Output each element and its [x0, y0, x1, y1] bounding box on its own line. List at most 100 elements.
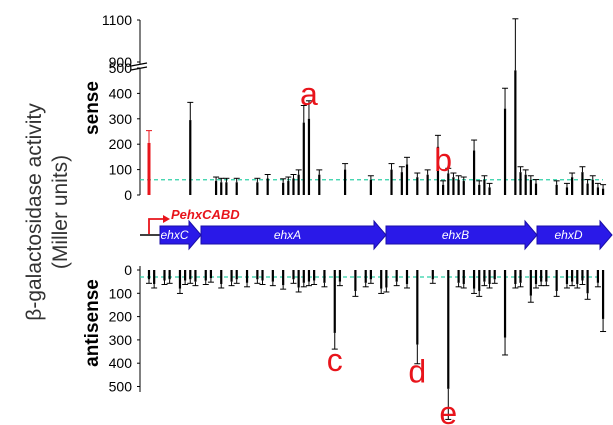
antisense-bar	[354, 270, 357, 291]
sense-bar	[235, 182, 238, 195]
sense-bar	[405, 164, 409, 195]
sense-annotation: b	[434, 142, 452, 178]
sense-tick-label: 300	[109, 111, 133, 127]
promoter-arrowhead	[163, 215, 170, 223]
antisense-bar	[472, 270, 476, 289]
antisense-bar	[313, 270, 316, 281]
antisense-bar	[261, 270, 264, 281]
antisense-bar	[230, 270, 233, 282]
antisense-bar	[297, 270, 300, 288]
antisense-bar	[184, 270, 187, 281]
sense-bar	[266, 178, 269, 195]
antisense-bar	[178, 270, 182, 289]
antisense-bar	[581, 270, 584, 281]
sense-bar	[483, 179, 486, 195]
antisense-bar	[364, 270, 367, 283]
sense-bar	[214, 181, 218, 195]
antisense-bar	[395, 270, 398, 282]
antisense-bar	[302, 270, 305, 283]
antisense-bar	[601, 270, 605, 319]
sense-panel-label: sense	[82, 81, 103, 135]
sense-bar	[297, 174, 300, 195]
antisense-bar	[514, 270, 517, 284]
sense-bar	[369, 179, 372, 195]
antisense-bar	[163, 270, 166, 281]
sense-bar	[488, 187, 491, 195]
gene-label: ehxA	[274, 228, 301, 242]
gene-map: PehxCABD ehxC ehxA ehxB ehxD	[140, 207, 613, 251]
sense-bar	[472, 150, 476, 195]
sense-bar	[586, 183, 589, 195]
sense-bar	[519, 172, 522, 195]
sense-bar	[282, 182, 285, 195]
sense-bar	[565, 187, 569, 195]
antisense-bar	[493, 270, 496, 280]
sense-tick-label: 200	[109, 136, 133, 152]
antisense-bar	[462, 270, 465, 284]
sense-bar	[307, 118, 311, 195]
sense-tick-label: 0	[124, 187, 132, 203]
antisense-bar	[540, 270, 543, 282]
sense-bar	[189, 120, 192, 195]
antisense-bar	[333, 270, 336, 333]
sense-bar	[220, 182, 223, 195]
sense-bar	[426, 174, 429, 195]
sense-bar	[601, 188, 605, 195]
antisense-bar	[519, 270, 522, 283]
antisense-bar	[385, 270, 388, 288]
gene-arrow	[385, 219, 538, 251]
sense-annotation: a	[300, 76, 318, 112]
sense-bar	[571, 177, 574, 195]
antisense-bar	[209, 270, 213, 279]
antisense-bar	[271, 270, 274, 282]
antisense-bar	[545, 270, 548, 282]
sense-bar	[462, 181, 465, 195]
sense-bar	[416, 177, 419, 195]
antisense-bar	[220, 270, 223, 284]
antisense-bar	[431, 270, 434, 280]
sense-tick-label: 100	[109, 162, 133, 178]
sense-bar	[503, 108, 507, 195]
antisense-bar	[405, 270, 409, 284]
sense-bar	[225, 182, 228, 195]
sense-bar	[529, 179, 532, 195]
sense-tick-label: 900	[109, 54, 133, 70]
gene-label: ehxB	[442, 228, 469, 242]
sense-bar	[478, 184, 481, 195]
sense-tick-label: 1100	[102, 12, 132, 28]
sense-bar	[343, 169, 347, 195]
sense-bar	[581, 172, 584, 195]
antisense-bar	[447, 270, 450, 389]
antisense-bar	[478, 270, 481, 291]
antisense-bar	[245, 270, 249, 283]
sense-bar	[256, 182, 259, 195]
antisense-bar	[576, 270, 579, 284]
sense-bar	[457, 179, 460, 195]
sense-bar	[514, 70, 517, 195]
promoter-arrow	[148, 218, 163, 234]
sense-bar	[534, 183, 538, 195]
antisense-bar	[282, 270, 285, 286]
antisense-bar	[565, 270, 569, 284]
sense-bar	[292, 178, 295, 195]
antisense-bar	[168, 270, 171, 280]
sense-bar	[390, 169, 393, 195]
sense-bar	[555, 184, 558, 195]
antisense-bar	[380, 270, 383, 289]
antisense-tick-label: 400	[109, 355, 133, 371]
antisense-tick-label: 300	[109, 332, 133, 348]
sense-bar	[596, 187, 600, 195]
promoter-label: PehxCABD	[171, 207, 240, 222]
antisense-bar	[147, 270, 151, 280]
antisense-bar	[529, 270, 532, 296]
antisense-tick-label: 100	[109, 285, 133, 301]
antisense-bar	[488, 270, 491, 284]
sense-bar	[302, 122, 305, 195]
antisense-bar	[338, 270, 342, 282]
sense-bar	[318, 174, 321, 195]
sense-bar	[400, 172, 403, 195]
gene-arrow	[200, 219, 387, 251]
axis-break-mark-1	[130, 62, 148, 67]
